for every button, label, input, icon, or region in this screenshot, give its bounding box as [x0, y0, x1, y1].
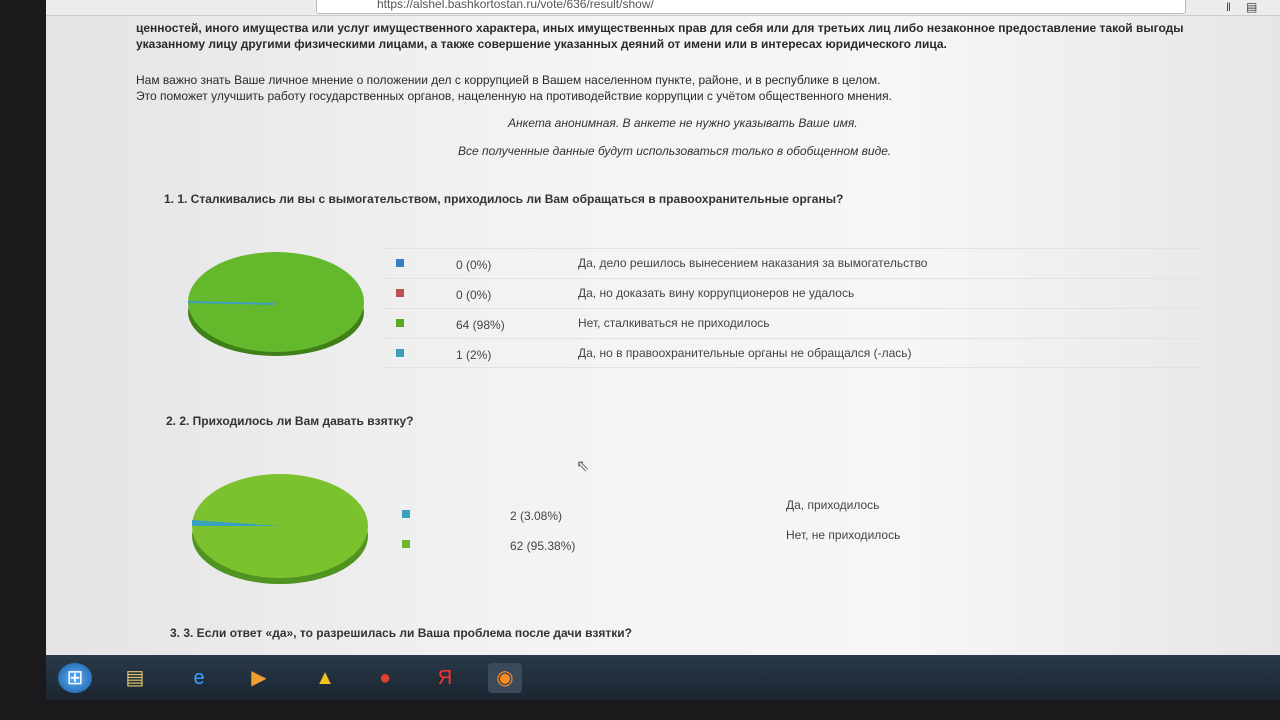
- color-swatch: [402, 540, 410, 548]
- pie-slice-yes-not-reported: [187, 301, 277, 305]
- intro-text: ценностей, иного имущества или услуг иму…: [136, 20, 1183, 52]
- question-2-title: 2. 2. Приходилось ли Вам давать взятку?: [166, 414, 414, 428]
- legend-row: 2 (3.08%) Да, приходилось: [382, 498, 982, 530]
- library-icon[interactable]: ‖: [1226, 0, 1231, 14]
- sidebar-icon[interactable]: ▤: [1246, 0, 1258, 14]
- legend-row: 0 (0%) Да, но доказать вину коррупционеро…: [382, 278, 1204, 308]
- url-bar[interactable]: https://alshel.bashkortostan.ru/vote/636…: [316, 0, 1186, 14]
- browser-window: https://alshel.bashkortostan.ru/vote/636…: [46, 0, 1280, 655]
- app-icon[interactable]: ▲: [315, 667, 335, 689]
- answer-label: Да, дело решилось вынесением наказания з…: [578, 256, 928, 270]
- question-3-title: 3. 3. Если ответ «да», то разрешилась ли…: [170, 626, 632, 640]
- chrome-icon[interactable]: ●: [378, 667, 392, 689]
- answer-label: Нет, не приходилось: [786, 528, 901, 542]
- intro-line: Это поможет улучшить работу государствен…: [136, 89, 892, 103]
- answer-count: 64 (98%): [456, 318, 505, 332]
- browser-toolbar: https://alshel.bashkortostan.ru/vote/636…: [46, 0, 1280, 16]
- answer-label: Нет, сталкиваться не приходилось: [578, 316, 770, 330]
- usage-note: Все полученные данные будут использовать…: [458, 144, 892, 158]
- mouse-cursor-icon: ⇖: [576, 458, 590, 475]
- answer-count: 0 (0%): [456, 258, 492, 272]
- internet-explorer-icon[interactable]: e: [193, 667, 205, 689]
- legend-row: 62 (95.38%) Нет, не приходилось: [382, 528, 982, 560]
- color-swatch: [396, 319, 404, 327]
- question-1-pie-chart: [187, 252, 364, 356]
- pie-slice-no: [188, 252, 364, 352]
- answer-count: 62 (95.38%): [510, 539, 576, 553]
- question-1-title: 1. 1. Сталкивались ли вы с вымогательств…: [164, 192, 844, 206]
- pie-slice-yes: [192, 520, 280, 526]
- color-swatch: [396, 259, 404, 267]
- color-swatch: [402, 510, 410, 518]
- anonymous-note: Анкета анонимная. В анкете не нужно указ…: [508, 116, 858, 130]
- intro-line: ценностей, иного имущества или услуг иму…: [136, 21, 1184, 35]
- answer-label: Да, но в правоохранительные органы не об…: [578, 346, 912, 360]
- answer-label: Да, но доказать вину коррупционеров не у…: [578, 286, 855, 300]
- answer-count: 0 (0%): [456, 288, 492, 302]
- file-explorer-icon[interactable]: ▤: [125, 667, 145, 689]
- legend-row: 64 (98%) Нет, сталкиваться не приходилось: [382, 308, 1204, 338]
- color-swatch: [396, 349, 404, 357]
- answer-count: 2 (3.08%): [510, 509, 563, 523]
- yandex-browser-icon[interactable]: Я: [437, 667, 453, 689]
- intro-text-2: Нам важно знать Ваше личное мнение о пол…: [136, 72, 892, 104]
- intro-line: указанному лицу другими физическими лица…: [136, 37, 947, 51]
- question-1-legend: 0 (0%) Да, дело решилось вынесением наказ…: [382, 248, 1204, 368]
- answer-count: 1 (2%): [456, 348, 492, 362]
- question-2-legend: 2 (3.08%) Да, приходилось 62 (95.38%) Нет,…: [382, 498, 982, 560]
- answer-label: Да, приходилось: [786, 498, 880, 512]
- intro-line: Нам важно знать Ваше личное мнение о пол…: [136, 73, 881, 87]
- legend-row: 1 (2%) Да, но в правоохранительные органы…: [382, 338, 1204, 368]
- question-2-pie-chart: [192, 474, 368, 584]
- color-swatch: [396, 289, 404, 297]
- taskbar: ⊞ ▤ e ▶ ▲ ● Я ◉: [46, 655, 1280, 700]
- start-button[interactable]: ⊞: [58, 663, 92, 693]
- legend-row: 0 (0%) Да, дело решилось вынесением наказ…: [382, 248, 1204, 278]
- firefox-icon[interactable]: ◉: [488, 663, 522, 693]
- media-player-icon[interactable]: ▶: [251, 667, 267, 689]
